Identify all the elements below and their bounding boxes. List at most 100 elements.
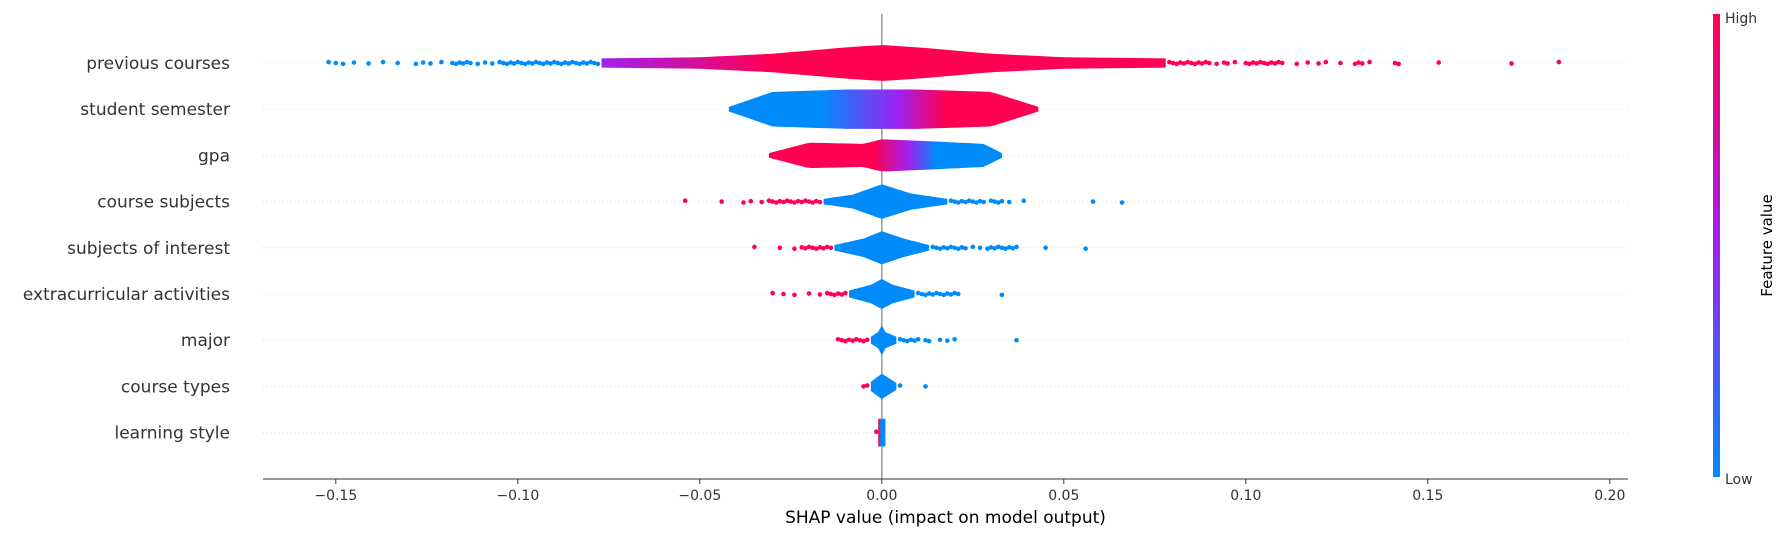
- shap-point: [839, 292, 845, 297]
- shap-point: [449, 60, 455, 66]
- shap-point: [948, 198, 954, 203]
- shap-point: [803, 245, 808, 251]
- shap-point: [1196, 60, 1201, 65]
- shap-point: [945, 338, 950, 343]
- shap-point: [963, 199, 968, 205]
- x-tick-label: −0.15: [314, 488, 357, 504]
- shap-point: [948, 244, 954, 250]
- shap-point: [1185, 59, 1190, 65]
- violin-body: [878, 418, 886, 447]
- shap-point: [923, 337, 928, 343]
- shap-point: [748, 198, 754, 204]
- shap-point: [508, 60, 513, 65]
- shap-point: [788, 199, 794, 204]
- shap-point: [420, 60, 426, 65]
- shap-point: [766, 198, 772, 203]
- shap-point: [843, 290, 848, 296]
- shap-point: [581, 60, 586, 65]
- shap-point: [460, 61, 466, 66]
- shap-point: [952, 245, 957, 251]
- shap-point: [1247, 61, 1252, 67]
- violin-body: [834, 231, 930, 265]
- shap-point: [897, 337, 903, 342]
- shap-point: [439, 59, 444, 65]
- shap-point: [923, 292, 928, 298]
- shap-point: [828, 245, 834, 251]
- shap-point: [559, 61, 564, 67]
- shap-point: [955, 291, 961, 297]
- shap-point: [1243, 60, 1249, 66]
- shap-point: [835, 337, 841, 342]
- shap-point: [963, 245, 968, 251]
- shap-point: [781, 199, 786, 205]
- violin-body: [768, 139, 1002, 172]
- shap-point: [1359, 61, 1365, 66]
- shap-point: [999, 292, 1005, 298]
- shap-point: [1090, 199, 1096, 204]
- shap-point: [1119, 200, 1125, 205]
- violin-body: [870, 373, 897, 399]
- shap-point: [992, 245, 997, 251]
- shap-point: [817, 245, 823, 250]
- shap-point: [952, 290, 957, 296]
- shap-point: [912, 338, 917, 343]
- shap-point: [777, 198, 783, 204]
- shap-point: [1268, 60, 1274, 65]
- shap-point: [1170, 60, 1176, 66]
- shap-point: [770, 290, 775, 296]
- shap-point: [1214, 61, 1219, 67]
- shap-point: [799, 245, 805, 250]
- shap-point: [988, 245, 994, 250]
- shap-point: [1279, 60, 1285, 66]
- shap-point: [908, 337, 914, 343]
- shap-point: [784, 198, 790, 203]
- shap-point: [515, 59, 521, 65]
- shap-point: [1265, 61, 1270, 67]
- shap-point: [952, 199, 957, 204]
- shap-point: [1199, 61, 1205, 66]
- shap-point: [904, 338, 910, 344]
- shap-point: [861, 338, 866, 344]
- shap-point: [923, 384, 928, 389]
- shap-point: [380, 59, 386, 65]
- shap-point: [497, 59, 502, 65]
- shap-point: [919, 291, 925, 297]
- shap-point: [941, 245, 946, 250]
- shap-point: [821, 245, 826, 251]
- x-tick-label: 0.00: [866, 488, 897, 504]
- shap-point: [522, 61, 528, 67]
- shap-point: [741, 200, 746, 205]
- shap-point: [588, 59, 593, 65]
- shap-point: [988, 198, 994, 203]
- shap-point: [1003, 246, 1008, 251]
- shap-point: [850, 338, 855, 343]
- shap-point: [770, 199, 775, 204]
- shap-point: [1207, 60, 1212, 66]
- shap-point: [861, 384, 866, 389]
- shap-point: [526, 60, 532, 65]
- shap-point: [781, 291, 786, 297]
- feature-labels: previous courses student semester gpa cours…: [23, 54, 230, 444]
- shap-point: [843, 338, 848, 344]
- shap-point: [511, 61, 517, 66]
- x-tick-label: 0.05: [1048, 488, 1079, 504]
- shap-point: [504, 61, 510, 67]
- shap-point: [457, 60, 462, 65]
- shap-point: [500, 60, 506, 66]
- shap-point: [570, 59, 575, 65]
- shap-point: [1083, 246, 1088, 251]
- shap-point: [952, 337, 957, 342]
- shap-point: [1188, 60, 1194, 66]
- shap-point: [1396, 61, 1401, 67]
- shap-point: [490, 61, 495, 66]
- shap-point: [1174, 61, 1179, 67]
- shap-point: [959, 198, 965, 204]
- shap-point: [945, 291, 950, 296]
- shap-point: [799, 199, 805, 205]
- shap-point: [1509, 61, 1514, 66]
- shap-point: [813, 246, 819, 251]
- x-tick-label: 0.20: [1594, 488, 1625, 504]
- shap-point: [966, 198, 972, 203]
- violins: [326, 45, 1562, 447]
